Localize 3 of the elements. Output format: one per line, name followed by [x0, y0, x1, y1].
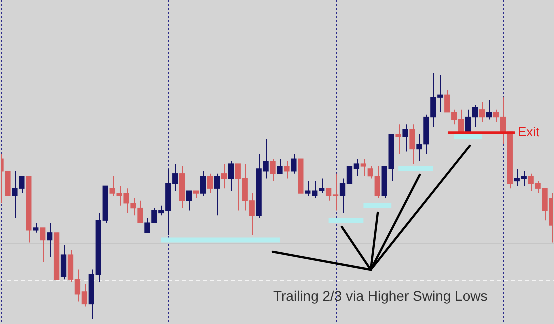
annotation: Trailing 2/3 via Higher Swing Lows: [273, 288, 488, 304]
candlestick: [396, 124, 402, 155]
annotation: Exit: [518, 124, 540, 140]
